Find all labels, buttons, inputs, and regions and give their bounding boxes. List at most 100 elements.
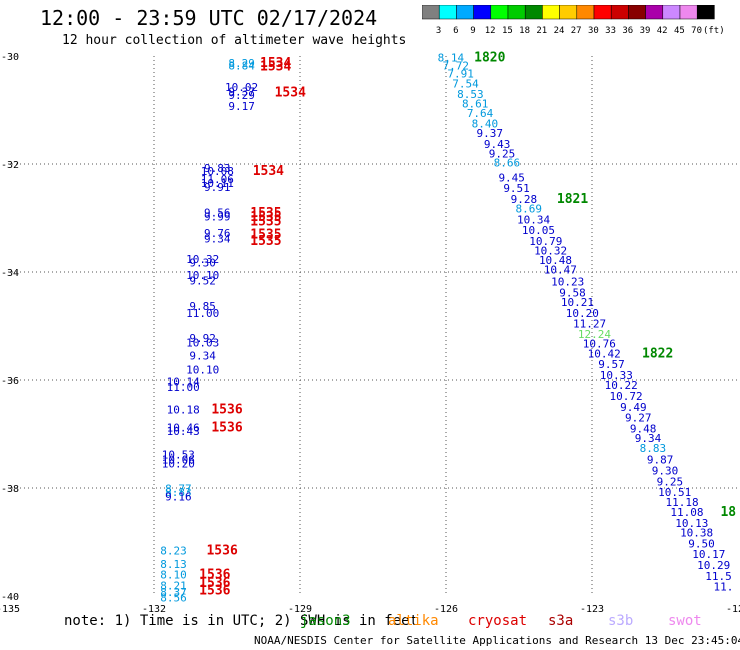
wave-height-value: 11.18 — [665, 496, 698, 509]
wave-height-value: 9.83 — [204, 162, 231, 175]
wave-height-value: 10.51 — [658, 486, 691, 499]
wave-height-value: 10.43 — [167, 425, 200, 438]
wave-height-value: 10.32 — [534, 245, 567, 258]
wave-height-value: 10.76 — [583, 338, 616, 351]
wave-height-value: 8.14 — [438, 51, 465, 64]
wave-height-value: 9.27 — [625, 412, 652, 425]
wave-height-value: 9.34 — [635, 432, 662, 445]
satellite-legend-item: s3a — [548, 613, 574, 629]
y-tick-label: -38 — [1, 484, 19, 495]
wave-height-value: 10.42 — [588, 347, 621, 360]
wave-height-value: 8.40 — [472, 117, 499, 130]
wave-height-value: 9.48 — [630, 422, 657, 435]
satellite-legend-item: swot — [668, 613, 702, 629]
wave-height-value: 7.64 — [467, 107, 494, 120]
colorbar-label: 6 — [453, 26, 458, 36]
wave-height-value: 8.83 — [165, 486, 192, 499]
wave-height-value: 10.18 — [167, 403, 200, 416]
wave-height-value: 11.27 — [573, 318, 606, 331]
pass-time-label: 1536 — [211, 402, 242, 417]
y-tick-label: -30 — [1, 52, 19, 63]
chart-footnote: note: 1) Time is in UTC; 2) SWH is in fe… — [64, 613, 419, 629]
wave-height-value: 10.48 — [539, 254, 572, 267]
wave-height-value: 9.51 — [503, 182, 530, 195]
colorbar-label: 33 — [605, 26, 616, 36]
pass-time-label: 1536 — [211, 420, 242, 435]
pass-time-label: 1821 — [557, 192, 588, 207]
wave-height-value: 11.00 — [186, 307, 219, 320]
wave-height-value: 10.46 — [167, 421, 200, 434]
wave-height-value: 8.13 — [160, 558, 187, 571]
wave-height-value: 7.72 — [442, 60, 469, 73]
pass-time-label: 1534 — [253, 164, 284, 179]
wave-height-value: 10.29 — [697, 559, 730, 572]
satellite-legend-item: jason3 — [300, 613, 351, 629]
wave-height-value: 10.38 — [680, 527, 713, 540]
colorbar-label: 36 — [622, 26, 633, 36]
wave-height-value: 8.56 — [160, 591, 187, 604]
colorbar-label: 21 — [536, 26, 547, 36]
colorbar-swatch — [696, 5, 715, 20]
wave-height-value: 7.54 — [452, 77, 479, 90]
wave-height-value: 9.58 — [559, 286, 586, 299]
wave-height-value: 9.25 — [657, 475, 684, 488]
x-tick-label: -129 — [288, 604, 312, 615]
wave-height-value: 7.91 — [447, 68, 474, 81]
colorbar-label: 24 — [554, 26, 565, 36]
wave-height-value: 10.72 — [610, 390, 643, 403]
wave-height-value: 10.33 — [600, 369, 633, 382]
satellite-legend-item: s3b — [608, 613, 634, 629]
wave-height-value: 11.06 — [201, 173, 234, 186]
wave-height-value: 11. — [713, 581, 733, 594]
wave-height-value: 10.11 — [201, 177, 234, 190]
wave-height-value: 8.53 — [457, 88, 484, 101]
wave-height-value: 9.92 — [189, 332, 216, 345]
wave-height-value: 9.50 — [688, 537, 715, 550]
pass-time-label: 1535 — [250, 210, 281, 225]
wave-height-value: 10.23 — [551, 276, 584, 289]
wave-height-value: 10.10 — [186, 269, 219, 282]
colorbar-legend: 3 6 9 12 15 18 21 24 27 30 33 36 39 42 45 70 (ft) — [422, 5, 725, 36]
pass-time-label: 1535 — [250, 228, 281, 243]
x-tick-label: -126 — [434, 604, 458, 615]
wave-height-value: 10.53 — [162, 448, 195, 461]
x-tick-label: -132 — [142, 604, 166, 615]
pass-time-label: 1820 — [474, 50, 505, 65]
wave-height-value: 9.37 — [477, 127, 504, 140]
wave-height-value: 9.57 — [598, 358, 625, 371]
y-tick-label: -34 — [1, 268, 19, 279]
colorbar-label: 30 — [588, 26, 599, 36]
wave-height-value: 10.34 — [517, 213, 550, 226]
wave-height-value: 8.21 — [160, 580, 187, 593]
wave-height-value: 9.34 — [204, 232, 231, 245]
wave-height-value: 8.66 — [494, 157, 521, 170]
wave-height-value: 11.5 — [705, 570, 732, 583]
wave-height-value: 10.47 — [544, 264, 577, 277]
colorbar-label: 39 — [640, 26, 651, 36]
wave-height-value: 9.99 — [204, 211, 231, 224]
wave-height-value: 9.34 — [189, 349, 216, 362]
wave-height-value: 9.43 — [484, 138, 511, 151]
wave-height-value: 10.79 — [529, 235, 562, 248]
wave-height-value: 10.20 — [162, 457, 195, 470]
wave-height-value: 10.08 — [201, 165, 234, 178]
wave-height-value: 10.05 — [522, 224, 555, 237]
pass-time-label: 1536 — [199, 583, 230, 598]
wave-height-value: 10.22 — [605, 379, 638, 392]
wave-height-value: 10.06 — [162, 454, 195, 467]
chart-title: 12:00 - 23:59 UTC 02/17/2024 — [40, 6, 378, 30]
colorbar-label: 9 — [470, 26, 475, 36]
pass-time-label: 1535 — [250, 215, 281, 230]
wave-height-value: 10.13 — [675, 517, 708, 530]
wave-height-value: 8.69 — [515, 203, 542, 216]
wave-height-value: 9.25 — [489, 148, 516, 161]
pass-time-label: 1536 — [199, 568, 230, 583]
colorbar-label: 18 — [519, 26, 530, 36]
wave-height-value: 10.21 — [561, 296, 594, 309]
x-tick-label: -135 — [0, 604, 20, 615]
pass-time-label: 1534 — [275, 86, 306, 101]
wave-height-value: 8.23 — [160, 544, 187, 557]
wave-height-value: 9.17 — [228, 100, 255, 113]
